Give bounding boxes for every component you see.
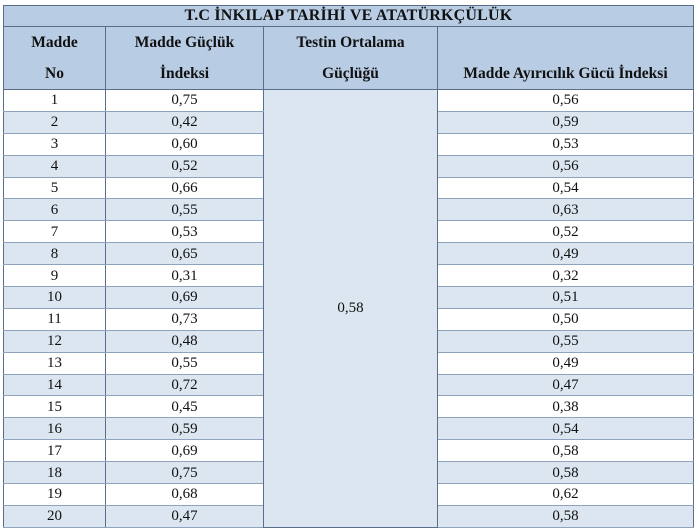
cell-item-no: 7 [3,220,106,244]
cell-item-no: 18 [3,461,106,485]
cell-difficulty: 0,72 [105,373,264,397]
cell-discrimination: 0,53 [437,132,694,156]
table-row: 12 0,48 0,55 [3,329,694,353]
table-row: 18 0,75 0,58 [3,461,694,485]
cell-discrimination: 0,56 [437,154,694,178]
cell-discrimination: 0,52 [437,220,694,244]
title-row: T.C İNKILAP TARİHİ VE ATATÜRKÇÜLÜK [3,5,694,27]
table-row: 1 0,75 0,58 0,56 [3,89,694,528]
header-test-average: Testin Ortalama Güçlüğü [263,26,438,90]
table-row: 13 0,55 0,49 [3,351,694,375]
table-row: 14 0,72 0,47 [3,373,694,397]
cell-difficulty: 0,68 [105,483,264,506]
table-row: 3 0,60 0,53 [3,132,694,156]
header-test-average-line2: Güçlüğü [322,65,379,82]
cell-discrimination: 0,51 [437,286,694,309]
cell-item-no: 6 [3,198,106,222]
cell-difficulty: 0,42 [105,110,264,134]
cell-discrimination: 0,58 [437,504,694,528]
header-test-average-line1: Testin Ortalama [296,34,405,51]
cell-item-no: 3 [3,132,106,156]
table-title: T.C İNKILAP TARİHİ VE ATATÜRKÇÜLÜK [3,5,694,27]
cell-item-no: 2 [3,110,106,134]
cell-discrimination: 0,62 [437,483,694,506]
cell-discrimination: 0,58 [437,439,694,463]
table-row: 7 0,53 0,52 [3,220,694,244]
header-difficulty: Madde Güçlük İndeksi [105,26,264,90]
table-row: 10 0,69 0,51 [3,286,694,309]
cell-discrimination: 0,32 [437,264,694,288]
cell-item-no: 13 [3,351,106,375]
cell-item-no: 5 [3,176,106,200]
header-madde-no: Madde No [3,26,106,90]
cell-item-no: 15 [3,395,106,419]
cell-difficulty: 0,45 [105,395,264,419]
cell-discrimination: 0,38 [437,395,694,419]
table-body: 1 0,75 0,58 0,56 2 0,42 0,59 3 0,60 0,53 4 0,52 0,56… [3,89,694,528]
cell-item-no: 20 [3,504,106,528]
table-row: 6 0,55 0,63 [3,198,694,222]
cell-discrimination: 0,63 [437,198,694,222]
cell-difficulty: 0,66 [105,176,264,200]
cell-difficulty: 0,69 [105,286,264,309]
cell-difficulty: 0,47 [105,504,264,528]
header-madde-no-line2: No [45,65,64,82]
cell-difficulty: 0,53 [105,220,264,244]
table-row: 20 0,47 0,58 [3,504,694,528]
cell-discrimination: 0,47 [437,373,694,397]
cell-item-no: 12 [3,329,106,353]
cell-item-no: 8 [3,242,106,266]
item-analysis-table: T.C İNKILAP TARİHİ VE ATATÜRKÇÜLÜK Madde… [3,5,694,528]
cell-difficulty: 0,55 [105,198,264,222]
cell-item-no: 14 [3,373,106,397]
cell-item-no: 1 [3,89,106,112]
header-discrimination: Madde Ayırıcılık Gücü İndeksi [437,26,694,90]
cell-item-no: 16 [3,417,106,441]
table-row: 15 0,45 0,38 [3,395,694,419]
cell-discrimination: 0,49 [437,242,694,266]
cell-discrimination: 0,54 [437,176,694,200]
cell-difficulty: 0,75 [105,89,264,112]
cell-discrimination: 0,56 [437,89,694,112]
header-difficulty-line1: Madde Güçlük [134,34,235,51]
cell-difficulty: 0,65 [105,242,264,266]
table-row: 8 0,65 0,49 [3,242,694,266]
cell-discrimination: 0,49 [437,351,694,375]
cell-discrimination: 0,50 [437,307,694,331]
cell-difficulty: 0,52 [105,154,264,178]
table-row: 5 0,66 0,54 [3,176,694,200]
cell-discrimination: 0,58 [437,461,694,485]
cell-item-no: 17 [3,439,106,463]
table-row: 19 0,68 0,62 [3,483,694,506]
cell-difficulty: 0,59 [105,417,264,441]
header-row: Madde No Madde Güçlük İndeksi Testin Ort… [3,26,694,90]
cell-discrimination: 0,59 [437,110,694,134]
cell-difficulty: 0,69 [105,439,264,463]
cell-difficulty: 0,75 [105,461,264,485]
header-madde-no-line1: Madde [31,34,78,51]
table-row: 11 0,73 0,50 [3,307,694,331]
cell-difficulty: 0,55 [105,351,264,375]
cell-discrimination: 0,55 [437,329,694,353]
table-container: T.C İNKILAP TARİHİ VE ATATÜRKÇÜLÜK Madde… [3,5,694,528]
header-difficulty-line2: İndeksi [159,65,210,82]
cell-discrimination: 0,54 [437,417,694,441]
cell-difficulty: 0,73 [105,307,264,331]
cell-difficulty: 0,60 [105,132,264,156]
table-row: 16 0,59 0,54 [3,417,694,441]
cell-item-no: 9 [3,264,106,288]
cell-item-no: 4 [3,154,106,178]
cell-test-average: 0,58 [263,89,438,528]
cell-difficulty: 0,31 [105,264,264,288]
cell-item-no: 19 [3,483,106,506]
table-row: 9 0,31 0,32 [3,264,694,288]
table-row: 17 0,69 0,58 [3,439,694,463]
cell-item-no: 11 [3,307,106,331]
cell-difficulty: 0,48 [105,329,264,353]
cell-item-no: 10 [3,286,106,309]
